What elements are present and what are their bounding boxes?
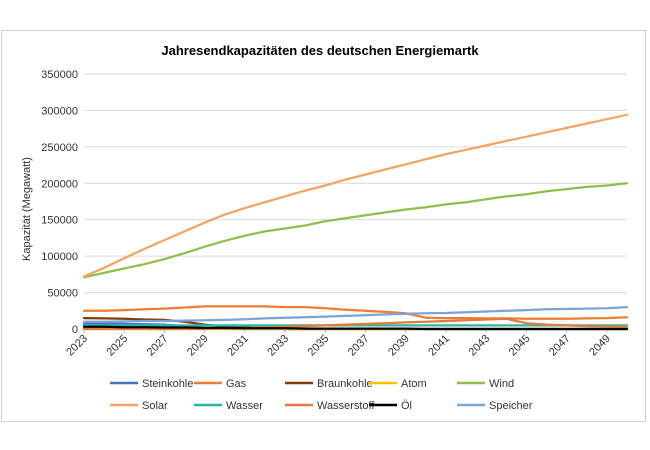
x-axis-ticks: 2023 2025 2027 2029 2031 2033 2035 2037 2039 2041… [64, 329, 613, 358]
legend: Steinkohle Gas Braunkohle Atom Wind Solar Wass… [110, 378, 533, 412]
x-tick-label: 2031 [225, 333, 251, 359]
x-tick-label: 2025 [105, 333, 131, 359]
y-tick-label: 300000 [41, 105, 78, 117]
x-tick-label: 2029 [185, 333, 211, 359]
series-lines [82, 113, 629, 331]
y-tick-label: 150000 [41, 215, 78, 227]
legend-label: Wind [489, 378, 514, 390]
legend-label: Atom [401, 378, 427, 390]
x-tick-label: 2033 [265, 333, 291, 359]
legend-label: Öl [401, 400, 412, 412]
legend-label: Wasserstoff [317, 400, 375, 412]
legend-label: Wasser [226, 400, 263, 412]
x-tick-label: 2037 [346, 333, 372, 359]
x-tick-label: 2047 [547, 333, 573, 359]
x-tick-label: 2023 [64, 333, 90, 359]
chart-title: Jahresendkapazitäten des deutschen Energ… [161, 43, 479, 58]
x-tick-label: 2039 [386, 333, 412, 359]
series-line-speicher [82, 305, 629, 323]
series-line-gas [82, 305, 629, 320]
y-tick-label: 0 [72, 324, 78, 336]
y-tick-label: 100000 [41, 251, 78, 263]
x-tick-label: 2041 [426, 333, 452, 359]
series-line-wasserstoff [82, 317, 629, 331]
chart-frame: Jahresendkapazitäten des deutschen Energ… [1, 30, 646, 422]
y-tick-label: 50000 [47, 288, 78, 300]
series-line-solar [82, 113, 629, 278]
x-tick-label: 2043 [467, 333, 493, 359]
y-tick-label: 200000 [41, 178, 78, 190]
y-tick-label: 350000 [41, 69, 78, 81]
x-tick-label: 2027 [145, 333, 171, 359]
x-tick-label: 2045 [507, 333, 533, 359]
legend-label: Solar [142, 400, 168, 412]
legend-label: Gas [226, 378, 247, 390]
x-tick-label: 2035 [306, 333, 332, 359]
legend-label: Braunkohle [317, 378, 373, 390]
y-tick-label: 250000 [41, 142, 78, 154]
y-axis-label: Kapazität (Megawatt) [21, 157, 33, 261]
gridlines [84, 73, 627, 330]
series-line-wind [82, 182, 629, 279]
legend-label: Steinkohle [142, 378, 193, 390]
series-line-öl [82, 325, 629, 331]
line-chart: Jahresendkapazitäten des deutschen Energ… [21, 43, 629, 412]
y-axis-ticks: 0 50000 100000 150000 200000 250000 300000 3500… [41, 69, 78, 336]
legend-label: Speicher [489, 400, 533, 412]
x-tick-label: 2049 [587, 333, 613, 359]
